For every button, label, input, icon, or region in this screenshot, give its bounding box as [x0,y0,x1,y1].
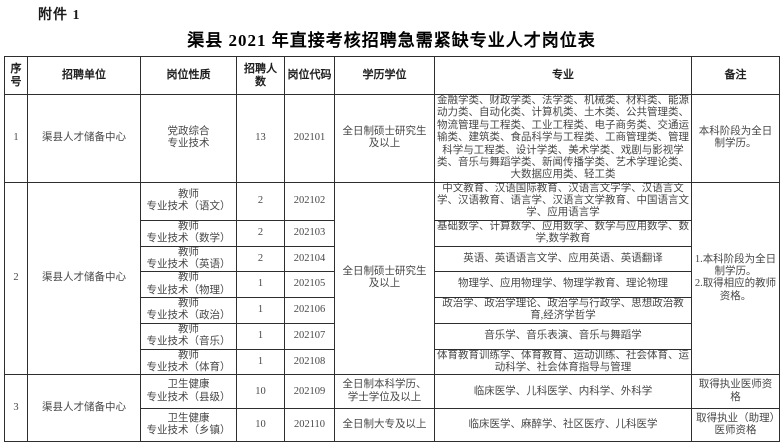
cell-nature: 教师 专业技术（政治） [140,297,237,324]
cell-seq: 3 [4,374,28,442]
header-unit: 招聘单位 [27,56,141,95]
cell-count: 1 [236,271,285,298]
cell-major: 中文教育、汉语国际教育、汉语言文字学、汉语言文学、汉语教育、语言学、汉语言文学教… [434,181,692,221]
cell-code: 202101 [284,94,335,183]
cell-count: 1 [236,297,285,324]
cell-count: 10 [236,408,285,442]
header-count: 招聘人数 [236,56,285,95]
cell-remark: 1.本科阶段为全日制学历。 2.取得相应的教师资格。 [691,181,780,376]
cell-nature: 卫生健康 专业技术（乡镇） [140,408,237,442]
cell-major: 政治学、政治学理论、政治学与行政学、思想政治教育,经济学哲学 [434,297,692,324]
cell-major: 体育教育训练学、体育教育、运动训练、社会体育、运动科学、社会体育指导与管理 [434,348,692,376]
cell-degree: 全日制大专及以上 [334,408,435,442]
cell-degree: 全日制本科学历、 学士学位及以上 [334,374,435,410]
cell-major: 物理学、应用物理学、物理学教育、理论物理 [434,271,692,298]
cell-count: 13 [236,94,285,183]
cell-code: 202105 [284,271,335,298]
cell-degree: 全日制硕士研究生 及以上 [334,181,435,376]
cell-code: 202103 [284,219,335,247]
cell-major: 基础数学、计算数学、应用数学、数学与应用数学、数学,数学教育 [434,219,692,247]
page-title: 渠县 2021 年直接考核招聘急需紧缺专业人才岗位表 [187,31,596,50]
cell-major: 金融学类、财政学类、法学类、机械类、材料类、能源动力类、自动化类、计算机类、土木… [434,94,692,183]
cell-major: 临床医学、儿科医学、内科学、外科学 [434,374,692,410]
cell-seq: 1 [4,94,28,183]
table-row: 2 渠县人才储备中心 教师 专业技术（语文） 2 202102 全日制硕士研究生… [4,181,780,376]
cell-major: 英语、英语语言文学、应用英语、英语翻译 [434,245,692,273]
table-row: 教师 专业技术（数学） 2 202103 基础数学、计算数学、应用数学、数学与应… [5,219,780,247]
header-code: 岗位代码 [284,56,335,95]
table-header-row: 序号 招聘单位 岗位性质 招聘人数 岗位代码 学历学位 专业 备注 [4,56,780,95]
header-nature: 岗位性质 [140,56,237,95]
cell-code: 202110 [284,408,335,442]
cell-nature: 教师 专业技术（数学） [140,219,237,247]
cell-count: 1 [236,322,285,350]
cell-remark: 取得执业医师资格 [691,374,780,410]
table-row: 1 渠县人才储备中心 党政综合 专业技术 13 202101 全日制硕士研究生 … [4,94,780,183]
cell-count: 2 [236,181,285,221]
cell-code: 202102 [284,181,335,221]
cell-unit: 渠县人才储备中心 [27,374,141,442]
cell-count: 1 [236,348,285,376]
cell-nature: 教师 专业技术（英语） [140,245,237,273]
header-remark: 备注 [691,56,780,95]
cell-major: 临床医学、麻醉学、社区医疗、儿科医学 [434,408,692,442]
cell-code: 202109 [284,374,335,410]
cell-code: 202106 [284,297,335,324]
cell-unit: 渠县人才储备中心 [27,94,141,183]
cell-code: 202104 [284,245,335,273]
cell-nature: 教师 专业技术（物理） [140,271,237,298]
cell-unit: 渠县人才储备中心 [27,181,141,376]
recruitment-table: 序号 招聘单位 岗位性质 招聘人数 岗位代码 学历学位 专业 备注 1 渠县人才… [4,56,780,442]
cell-seq: 2 [4,181,28,376]
table-row: 教师 专业技术（英语） 2 202104 英语、英语语言文学、应用英语、英语翻译 [5,245,780,273]
cell-nature: 卫生健康 专业技术（县级） [140,374,237,410]
cell-count: 10 [236,374,285,410]
header-major: 专业 [434,56,692,95]
cell-count: 2 [236,245,285,273]
cell-nature: 党政综合 专业技术 [140,94,237,183]
header-seq: 序号 [4,56,28,95]
table-row: 教师 专业技术（物理） 1 202105 物理学、应用物理学、物理学教育、理论物… [5,271,780,298]
cell-nature: 教师 专业技术（语文） [140,181,237,221]
document-page: 附件 1 渠县 2021 年直接考核招聘急需紧缺专业人才岗位表 序号 招聘单位 … [4,8,780,442]
cell-remark: 取得执业（助理）医师资格 [691,408,780,442]
cell-nature: 教师 专业技术（音乐） [140,322,237,350]
cell-degree: 全日制硕士研究生 及以上 [334,94,435,183]
header-degree: 学历学位 [334,56,435,95]
cell-nature: 教师 专业技术（体育） [140,348,237,376]
cell-code: 202108 [284,348,335,376]
cell-count: 2 [236,219,285,247]
cell-remark: 本科阶段为全日制学历。 [691,94,780,183]
cell-major: 音乐学、音乐表演、音乐与舞蹈学 [434,322,692,350]
table-row: 3 渠县人才储备中心 卫生健康 专业技术（县级） 10 202109 全日制本科… [4,374,780,442]
attachment-label: 附件 1 [38,8,81,23]
table-row: 教师 专业技术（体育） 1 202108 体育教育训练学、体育教育、运动训练、社… [5,348,780,376]
cell-code: 202107 [284,322,335,350]
